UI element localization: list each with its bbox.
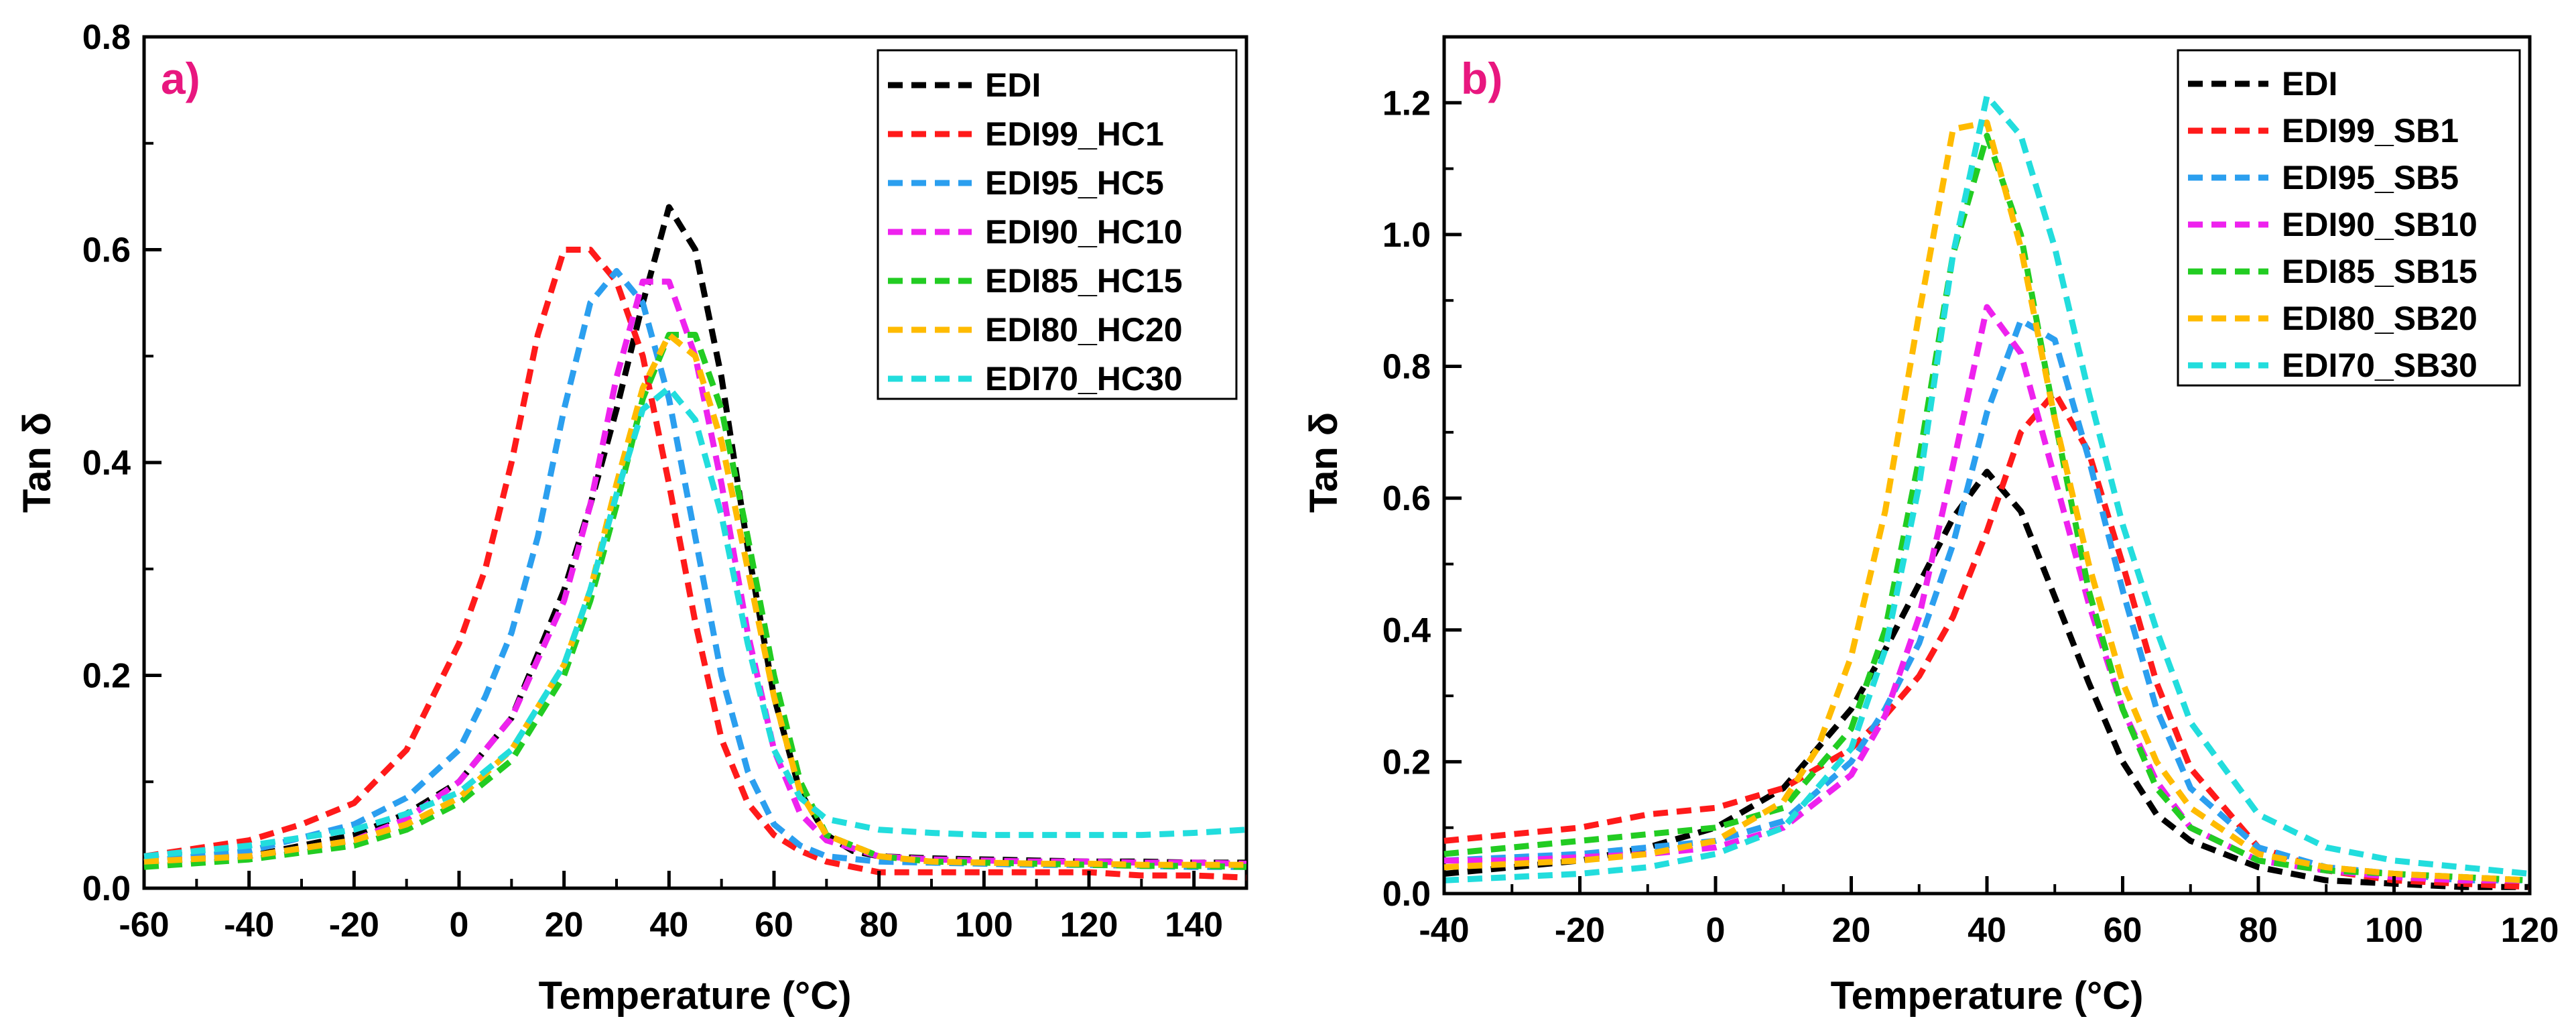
legend-label: EDI85_SB15	[2282, 253, 2477, 290]
panel-b-label: b)	[1461, 54, 1502, 103]
y-tick-label: 0.6	[82, 231, 131, 270]
series-line-edi80-hc20	[143, 332, 1246, 868]
legend-label: EDI	[985, 66, 1041, 104]
panel-b-chart: -40 -20 0 20 40 60 80 100 120 0.0 0.2 0.4 0.6 0.8 1.0…	[1302, 35, 2559, 1018]
x-tick-label: 80	[2239, 911, 2278, 950]
legend-label: EDI80_SB20	[2282, 300, 2477, 337]
panel-a-legend-box	[877, 49, 1238, 400]
legend-label: EDI	[2282, 65, 2337, 103]
panel-a-y-ticks: 0.0 0.2 0.4 0.6 0.8	[82, 18, 162, 908]
x-tick-label: 0	[1706, 911, 1726, 950]
panel-b-y-ticks: 0.0 0.2 0.4 0.6 0.8 1.0 1.2	[1382, 84, 1462, 914]
panel-a-x-axis-label: Temperature (°C)	[539, 974, 852, 1018]
panel-a-x-ticks: -60 -40 -20 0 20 40 60 80 100 120 140	[119, 871, 1223, 945]
series-line-edi99-hc1	[143, 247, 1247, 881]
panel-a-y-axis-label: Tan δ	[15, 412, 59, 513]
series-line-edi70-hc30	[143, 385, 1247, 859]
x-tick-label: 120	[2501, 911, 2559, 950]
y-tick-label: 0.2	[82, 657, 131, 696]
series-line-edi95-hc5	[143, 267, 1246, 870]
x-tick-label: -40	[224, 906, 274, 945]
series-line-edi90-sb10	[1444, 304, 2530, 884]
panel-b-legend: EDI EDI99_SB1 EDI95_SB5 EDI90_SB10 EDI85_SB1…	[2177, 49, 2521, 387]
y-tick-label: 0.4	[1382, 611, 1431, 650]
legend-label: EDI95_SB5	[2282, 159, 2459, 196]
x-tick-label: 120	[1060, 906, 1118, 945]
panel-b-series-layer	[1443, 93, 2530, 890]
y-tick-label: 0.8	[1382, 348, 1431, 387]
y-tick-label: 1.0	[1382, 216, 1431, 255]
legend-label: EDI70_SB30	[2282, 347, 2477, 384]
x-tick-label: 80	[860, 906, 899, 945]
series-line-edi85-sb15	[1443, 133, 2530, 884]
x-tick-label: 20	[1832, 911, 1871, 950]
panel-b-legend-box	[2177, 49, 2521, 387]
x-tick-label: 140	[1165, 906, 1223, 945]
series-line-edi70-sb30	[1443, 93, 2530, 884]
series-line-edi95-sb5	[1443, 317, 2530, 884]
legend-label: EDI90_HC10	[985, 213, 1183, 251]
panel-b-y-axis-label: Tan δ	[1302, 412, 1346, 513]
x-tick-label: 20	[545, 906, 584, 945]
panel-a-legend: EDI EDI99_HC1 EDI95_HC5 EDI90_HC10 EDI85_HC1…	[877, 49, 1238, 400]
legend-label: EDI99_SB1	[2282, 112, 2459, 149]
legend-label: EDI99_HC1	[985, 115, 1164, 153]
x-tick-label: 60	[755, 906, 793, 945]
x-tick-label: 100	[2365, 911, 2423, 950]
legend-label: EDI70_HC30	[985, 360, 1183, 398]
series-line-edi85-hc15	[143, 332, 1247, 870]
y-tick-label: 0.4	[82, 444, 131, 483]
series-line-edi99-sb1	[1443, 389, 2530, 890]
x-tick-label: -20	[1555, 911, 1605, 950]
x-tick-label: 40	[1968, 911, 2006, 950]
panel-a-chart: -60 -40 -20 0 20 40 60 80 100 120 140 0.0 0.2 0.4 0.6…	[15, 18, 1248, 1018]
x-tick-label: 0	[450, 906, 469, 945]
panel-b-x-axis-label: Temperature (°C)	[1831, 974, 2144, 1018]
x-tick-label: 40	[649, 906, 688, 945]
y-tick-label: 0.8	[82, 18, 131, 57]
series-line-edi	[1443, 469, 2530, 890]
y-tick-label: 1.2	[1382, 84, 1431, 123]
panel-a-label: a)	[161, 54, 200, 103]
x-tick-label: -60	[119, 906, 169, 945]
legend-label: EDI80_HC20	[985, 311, 1183, 349]
y-tick-label: 0.0	[1382, 875, 1431, 914]
y-tick-label: 0.0	[82, 869, 131, 908]
x-tick-label: 60	[2104, 911, 2142, 950]
y-tick-label: 0.6	[1382, 479, 1431, 518]
series-line-edi80-sb20	[1443, 119, 2530, 884]
legend-label: EDI85_HC15	[985, 262, 1183, 300]
legend-label: EDI95_HC5	[985, 164, 1164, 202]
y-tick-label: 0.2	[1382, 743, 1431, 782]
panel-a-series-layer	[143, 204, 1247, 881]
x-tick-label: -20	[329, 906, 379, 945]
x-tick-label: 100	[955, 906, 1013, 945]
legend-label: EDI90_SB10	[2282, 206, 2477, 243]
x-tick-label: -40	[1419, 911, 1469, 950]
panel-b-x-ticks: -40 -20 0 20 40 60 80 100 120	[1419, 876, 2559, 950]
